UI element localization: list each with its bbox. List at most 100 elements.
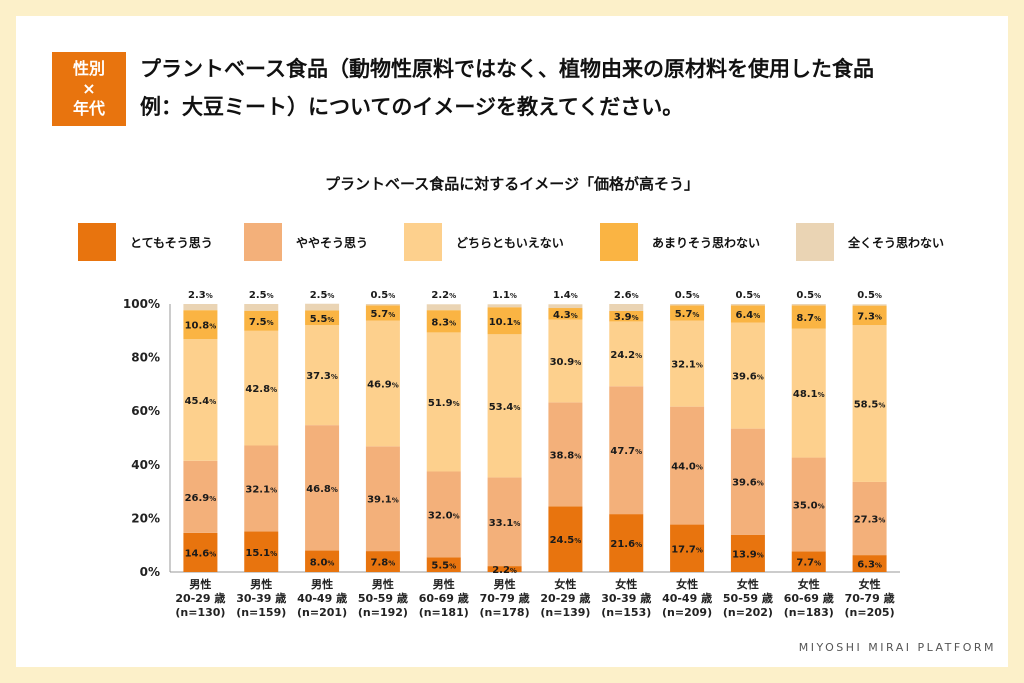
category-label-n: (n=209) (662, 606, 712, 619)
data-label-dochira: 39.6% (732, 372, 764, 383)
category-label-gender: 男性 (494, 577, 516, 591)
data-label-amari: 5.7% (675, 309, 700, 320)
bar-segment-amari (365, 305, 400, 321)
bar-segment-amari (670, 305, 705, 321)
bar-segment-totemo (305, 550, 340, 572)
chart-legend: とてもそう思う ややそう思う どちらともいえない あまりそう思わない 全くそう思わない (78, 222, 978, 262)
legend-swatch-yaya (244, 223, 282, 261)
data-label-yaya: 27.3% (854, 515, 886, 526)
bar-segment-totemo (244, 531, 279, 572)
bar-segment-mattaku (487, 304, 522, 308)
data-label-yaya: 46.8% (306, 484, 338, 495)
category-label-n: (n=181) (419, 606, 469, 619)
y-tick-label: 20% (131, 511, 160, 525)
bar-segment-mattaku (670, 304, 705, 306)
data-label-yaya: 39.6% (732, 478, 764, 489)
category-label-n: (n=183) (784, 606, 834, 619)
bar-segment-amari (730, 305, 765, 323)
bar-segment-amari (183, 310, 218, 340)
bar-segment-amari (305, 310, 340, 326)
data-label-dochira: 32.1% (671, 360, 703, 371)
chart-title: プラントベース食品に対するイメージ「価格が高そう」 (325, 175, 699, 193)
legend-swatch-mattaku (796, 223, 834, 261)
data-label-dochira: 37.3% (306, 371, 338, 382)
bar-segment-yaya (609, 386, 644, 515)
data-label-dochira: 58.5% (854, 400, 886, 411)
bar-segment-amari (426, 310, 461, 333)
bar-segment-dochira (305, 325, 340, 426)
category-label-age: 70-79 歳 (480, 591, 530, 605)
data-label-amari: 5.7% (371, 309, 396, 320)
category-label-age: 40-49 歳 (297, 591, 347, 605)
category-label-age: 40-49 歳 (662, 591, 712, 605)
bar-segment-totemo (791, 551, 826, 572)
bar-segment-dochira (791, 328, 826, 458)
category-label-age: 30-39 歳 (236, 591, 286, 605)
category-label-gender: 女性 (859, 577, 881, 591)
data-label-dochira: 46.9% (367, 379, 399, 390)
legend-swatch-totemo (78, 223, 116, 261)
data-label-amari: 10.1% (489, 317, 521, 328)
question-title-line1: プラントベース食品（動物性原料ではなく、植物由来の原材料を使用した食品 (140, 57, 874, 81)
bar-segment-yaya (365, 446, 400, 552)
y-tick-label: 0% (140, 565, 160, 579)
bar-segment-dochira (183, 339, 218, 461)
bar-segment-yaya (730, 428, 765, 535)
category-label-n: (n=139) (540, 606, 590, 619)
data-label-totemo: 7.7% (796, 558, 821, 569)
data-label-yaya: 35.0% (793, 500, 825, 511)
bar-segment-totemo (183, 532, 218, 572)
data-label-dochira: 51.9% (428, 398, 460, 409)
gender-age-tag: 性別 × 年代 (52, 52, 126, 126)
bar-segment-amari (487, 307, 522, 335)
category-label-gender: 女性 (737, 577, 759, 591)
data-label-amari: 6.4% (736, 310, 761, 321)
data-label-totemo: 15.1% (245, 548, 277, 559)
category-label-gender: 女性 (676, 577, 698, 591)
bar-segment-yaya (244, 445, 279, 532)
bar-segment-totemo (487, 566, 522, 572)
legend-item-amari: あまりそう思わない (600, 222, 760, 262)
bar-segment-dochira (852, 325, 887, 482)
category-label-age: 20-29 歳 (540, 591, 590, 605)
category-label-n: (n=205) (845, 606, 895, 619)
data-label-totemo: 21.6% (610, 539, 642, 550)
data-label-mattaku: 1.1% (492, 290, 517, 301)
bar-segment-dochira (548, 319, 583, 403)
data-label-amari: 8.3% (431, 317, 456, 328)
bar-segment-yaya (305, 425, 340, 551)
bar-segment-mattaku (426, 304, 461, 311)
bar-segment-totemo (852, 555, 887, 572)
legend-label-totemo: とてもそう思う (130, 235, 213, 250)
category-label-n: (n=201) (297, 606, 347, 619)
bar-segment-totemo (548, 506, 583, 572)
category-label-n: (n=202) (723, 606, 773, 619)
data-label-totemo: 6.3% (857, 560, 882, 571)
bar-segment-mattaku (183, 304, 218, 311)
data-label-mattaku: 2.6% (614, 290, 639, 301)
data-label-amari: 8.7% (796, 313, 821, 324)
bar-segment-yaya (791, 457, 826, 552)
category-label-gender: 男性 (311, 577, 333, 591)
data-label-dochira: 42.8% (245, 384, 277, 395)
data-label-mattaku: 2.5% (310, 290, 335, 301)
bar-segment-totemo (365, 551, 400, 572)
bar-segment-mattaku (305, 303, 340, 311)
category-label-n: (n=178) (480, 606, 530, 619)
data-label-mattaku: 1.4% (553, 290, 578, 301)
category-label-n: (n=192) (358, 606, 408, 619)
bar-segment-dochira (365, 320, 400, 447)
legend-item-dochira: どちらともいえない (404, 222, 564, 262)
data-label-amari: 7.5% (249, 317, 274, 328)
bar-segment-totemo (730, 534, 765, 572)
legend-label-amari: あまりそう思わない (652, 235, 761, 250)
legend-label-dochira: どちらともいえない (456, 235, 564, 250)
bar-segment-amari (548, 308, 583, 320)
question-title: プラントベース食品（動物性原料ではなく、植物由来の原材料を使用した食品 例：大豆… (140, 50, 1000, 126)
bar-segment-mattaku (609, 304, 644, 311)
category-label-gender: 男性 (433, 577, 455, 591)
tag-line-age: 年代 (72, 99, 105, 118)
data-label-amari: 10.8% (185, 321, 217, 332)
data-label-yaya: 32.0% (428, 510, 460, 521)
